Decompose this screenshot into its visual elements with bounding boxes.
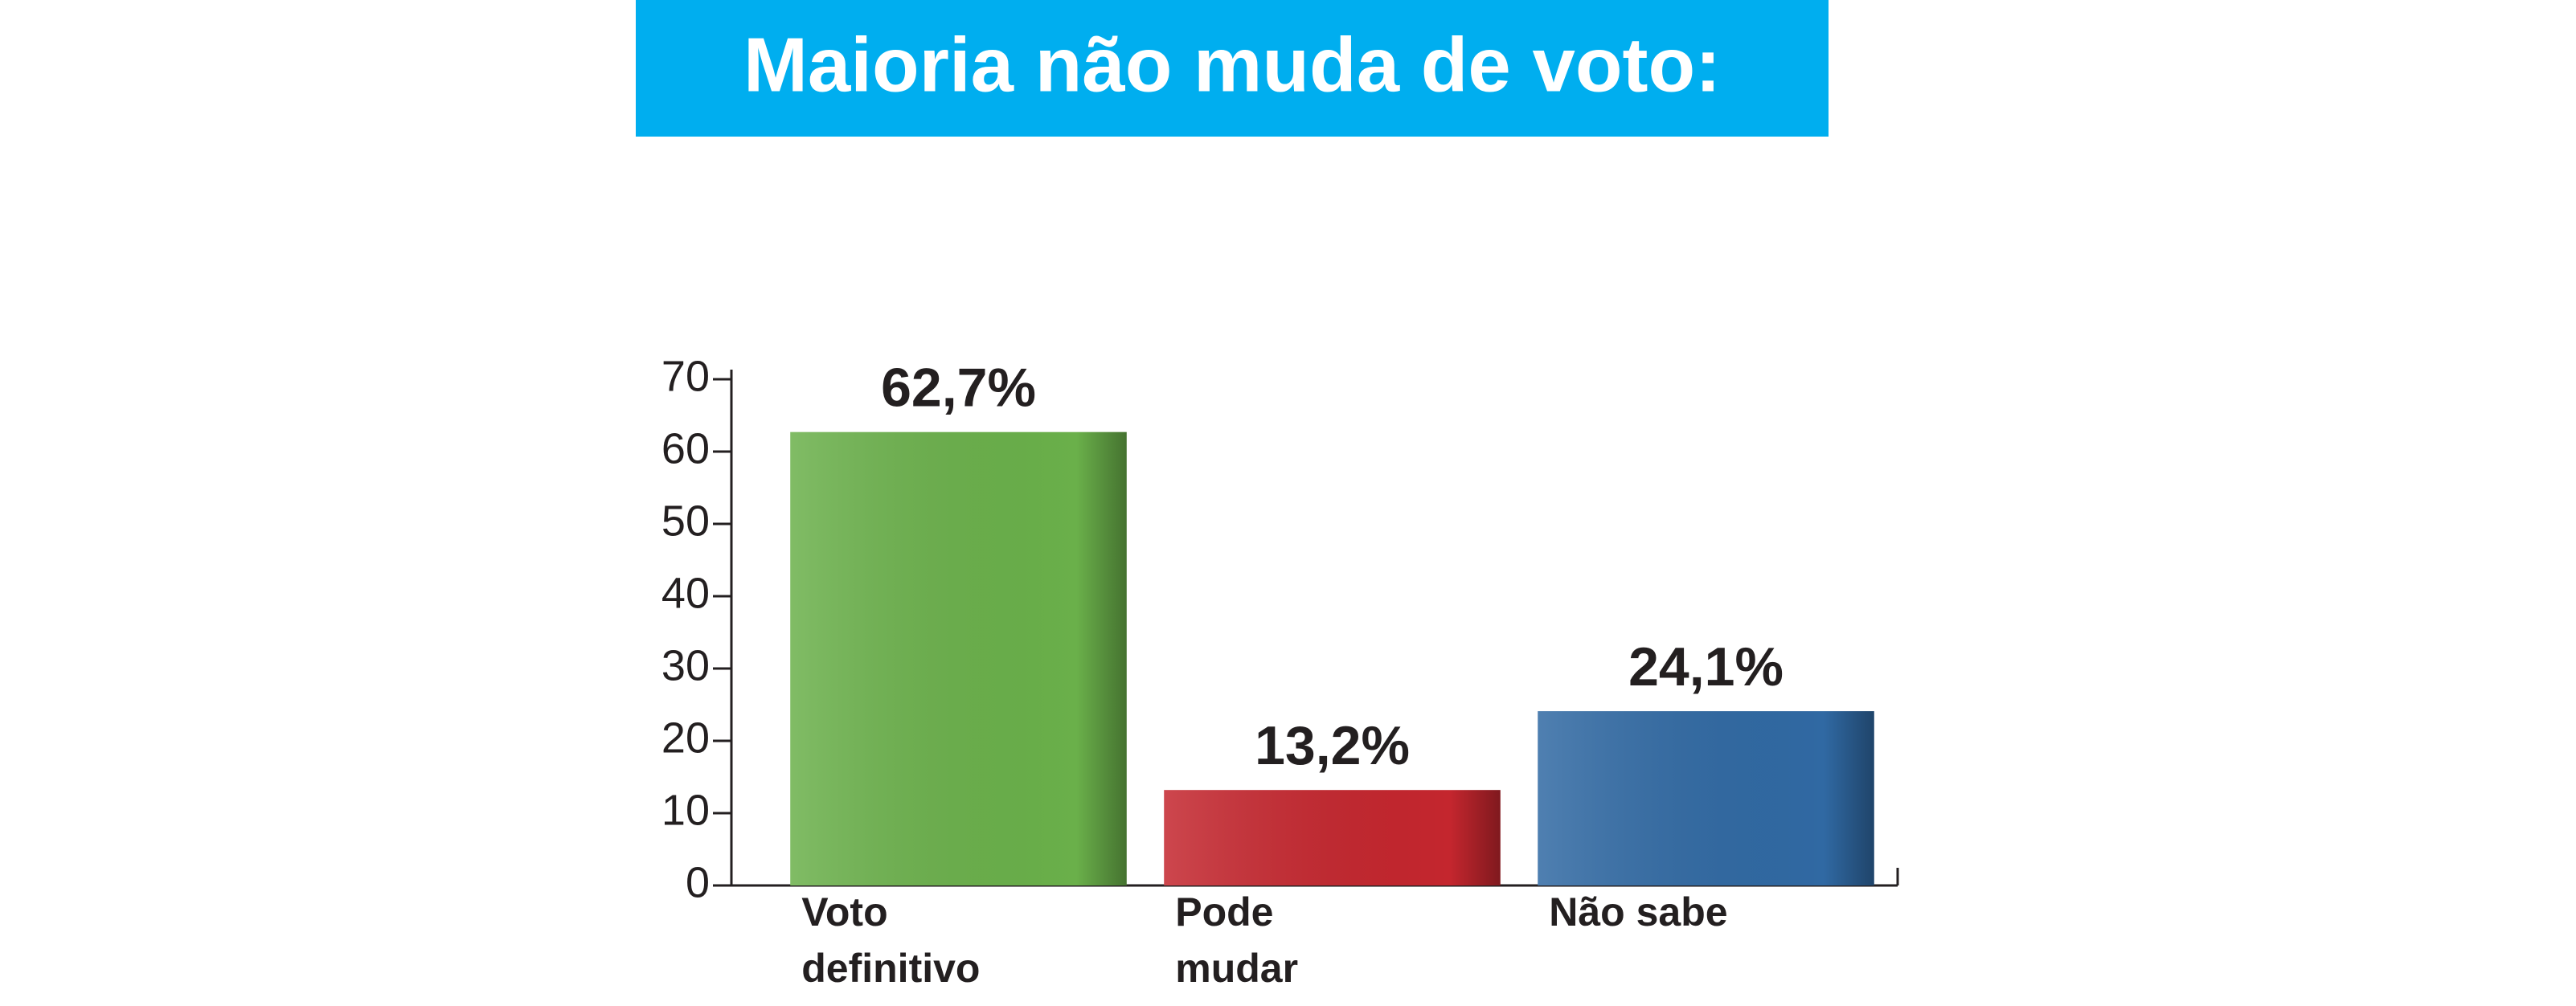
bar [790,431,1127,885]
x-tick-label: Pode mudar [1175,889,1299,991]
y-tick-label: 40 [661,569,710,617]
value-label: 13,2% [1255,715,1410,776]
y-tick-label: 60 [661,424,710,472]
bar [1164,790,1501,885]
value-label: 62,7% [881,358,1036,419]
y-tick-label: 70 [661,352,710,400]
y-tick-label: 20 [661,714,710,762]
chart-title: Maioria não muda de voto: [743,22,1721,108]
x-tick-label: Voto definitivo [801,889,981,991]
y-tick-label: 10 [661,786,710,834]
y-tick-label: 50 [661,497,710,545]
value-label: 24,1% [1628,636,1784,697]
bar [1538,711,1874,885]
y-tick-label: 0 [686,858,710,906]
title-box [636,0,1829,137]
y-tick-label: 30 [661,641,710,689]
x-tick-label: Não sabe [1549,889,1728,934]
